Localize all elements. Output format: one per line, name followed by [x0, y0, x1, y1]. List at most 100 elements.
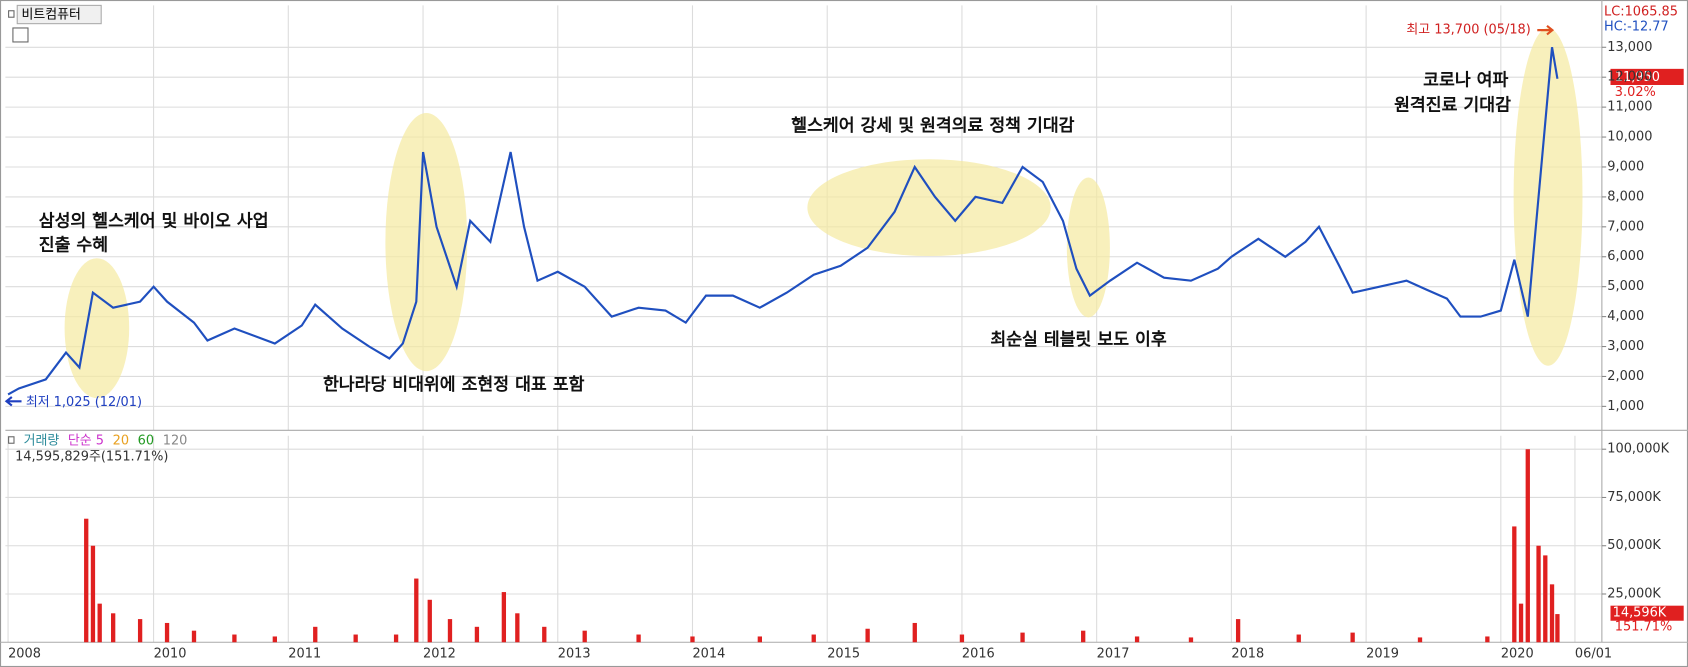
x-tick-label: 2010	[154, 647, 187, 662]
volume-bar	[474, 626, 480, 643]
volume-bar	[959, 634, 965, 643]
volume-bar	[313, 626, 318, 643]
title-box	[16, 4, 102, 25]
volume-bar	[427, 599, 432, 643]
volume-bar	[1350, 632, 1355, 643]
y-tick-label: 4,000	[1607, 309, 1644, 324]
x-tick-label: 2011	[288, 647, 321, 662]
x-tick-label: 2017	[1097, 647, 1130, 662]
volume-bar	[191, 630, 197, 643]
highlight	[807, 159, 1051, 257]
annotation: 원격진료 기대감	[1394, 95, 1511, 115]
last-volume: 14,596K	[1613, 606, 1667, 621]
volume-bar	[1543, 555, 1548, 643]
volume-bar	[811, 634, 816, 643]
volume-bar	[137, 619, 143, 643]
volume-bar	[414, 578, 419, 643]
lc-label: LC:1065.85	[1604, 4, 1678, 19]
y-tick-label: 8,000	[1607, 189, 1644, 204]
legend-entry: 120	[163, 434, 188, 449]
icon	[8, 10, 15, 18]
y-tick-label: 75,000K	[1607, 490, 1661, 505]
volume-bar	[757, 636, 762, 643]
volume-bar	[1485, 636, 1490, 643]
legend-entry: 60	[138, 434, 154, 449]
volume-bar	[1417, 637, 1423, 643]
x-tick-label: 2018	[1231, 647, 1264, 662]
y-tick-label: 5,000	[1607, 279, 1644, 294]
highlight	[64, 258, 130, 399]
volume-bar	[582, 630, 587, 643]
max-arrow	[1537, 24, 1555, 36]
highlight	[385, 112, 468, 372]
highlight	[1513, 27, 1583, 366]
x-tick-label: 2015	[827, 647, 860, 662]
y-tick-label: 2,000	[1607, 369, 1644, 384]
annotation: 삼성의 헬스케어 및 바이오 사업	[39, 211, 269, 232]
volume-label: 14,595,829주(151.71%)	[15, 450, 168, 465]
volume-bar	[1235, 619, 1241, 643]
volume-bar	[232, 634, 237, 643]
volume-bar	[393, 634, 399, 643]
y-tick-label: 11,000	[1607, 100, 1652, 115]
volume-bar	[353, 634, 358, 643]
volume-bar	[690, 636, 695, 643]
volume-bar	[447, 619, 453, 643]
annotation: 한나라당 비대위에 조현정 대표 포함	[323, 374, 585, 395]
x-tick-label: 2014	[692, 647, 725, 662]
y-tick-label: 1,000	[1607, 399, 1644, 414]
min-arrow	[4, 396, 22, 407]
volume-bar	[272, 636, 277, 643]
highlight	[1066, 177, 1110, 318]
volume-bar	[164, 622, 170, 643]
x-tick-label: 2012	[423, 647, 456, 662]
legend-entry: 단순 5	[68, 434, 104, 449]
volume-bar	[636, 634, 641, 643]
volume-bar	[1555, 614, 1560, 643]
volume-bar	[111, 613, 116, 643]
y-tick-label: 13,000	[1607, 40, 1652, 55]
annotation: 진출 수혜	[39, 235, 108, 255]
volume-bar	[1081, 630, 1086, 643]
x-tick-label: 2016	[962, 647, 995, 662]
y-tick-label: 25,000K	[1607, 586, 1661, 601]
x-tick-label: 2013	[558, 647, 591, 662]
price-line	[7, 47, 1559, 396]
icon[interactable]	[12, 27, 29, 43]
annotation: 코로나 여파	[1423, 71, 1508, 91]
min-label: 최저 1,025 (12/01)	[26, 395, 142, 410]
highlight-group	[64, 27, 1583, 399]
price-change: 3.02%	[1615, 85, 1656, 100]
volume-bar	[1134, 636, 1140, 643]
title: 비트컴퓨터	[22, 8, 81, 23]
volume-bar	[1020, 632, 1025, 643]
x-tick-label: 06/01	[1575, 647, 1612, 662]
x-tick-label: 2020	[1501, 647, 1534, 662]
last-price-tag	[1610, 68, 1684, 85]
volume-ratio: 151.71%	[1615, 620, 1672, 635]
icon	[8, 436, 15, 444]
hc-label: HC:-12.77	[1604, 19, 1669, 34]
y-tick-label: 100,000K	[1607, 442, 1669, 457]
y-tick-label: 3,000	[1607, 339, 1644, 354]
volume-bar	[1536, 545, 1541, 643]
volume-bar	[865, 628, 870, 643]
volume-bar	[90, 545, 96, 643]
volume-bar	[1518, 603, 1524, 643]
y-tick-label: 6,000	[1607, 249, 1644, 264]
y-tick-label: 7,000	[1607, 219, 1644, 234]
x-tick-label: 2008	[8, 647, 41, 662]
volume-bar	[501, 592, 507, 643]
volume-bar	[1549, 584, 1555, 643]
last-price: 11,950	[1615, 70, 1660, 85]
volume-bar	[84, 518, 89, 643]
volume-bar	[542, 626, 547, 643]
volume-bar	[1525, 449, 1530, 643]
volume-bar	[1188, 637, 1194, 643]
y-tick-label: 10,000	[1607, 130, 1652, 145]
legend-entry: 20	[113, 434, 129, 449]
volume-bar	[1296, 634, 1301, 643]
max-label: 최고 13,700 (05/18)	[1406, 23, 1530, 38]
